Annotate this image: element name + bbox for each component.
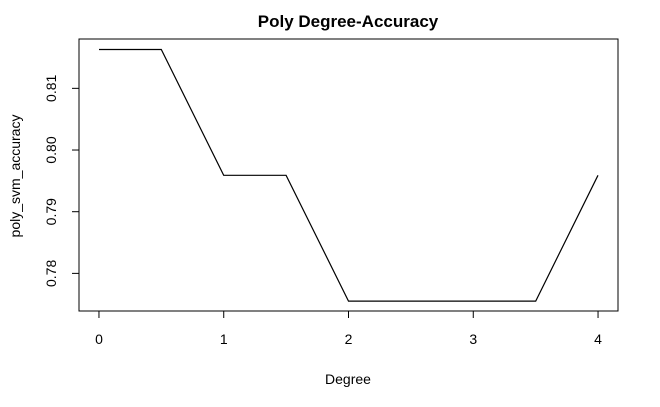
x-axis: 0 1 2 3 4 (95, 310, 602, 347)
x-tick-label: 1 (220, 331, 228, 347)
y-tick-label: 0.81 (43, 75, 59, 102)
series-line (99, 48, 599, 302)
chart-title: Poly Degree-Accuracy (258, 12, 439, 31)
y-tick-label: 0.78 (43, 260, 59, 287)
x-tick-label: 2 (345, 331, 353, 347)
x-tick-label: 4 (594, 331, 602, 347)
x-tick-label: 0 (95, 331, 103, 347)
y-tick-label: 0.80 (43, 136, 59, 163)
x-axis-label: Degree (325, 371, 371, 387)
y-tick-label: 0.79 (43, 198, 59, 225)
x-tick-label: 3 (469, 331, 477, 347)
y-axis: 0.78 0.79 0.80 0.81 (43, 75, 80, 287)
y-axis-label: poly_svm_accuracy (7, 115, 23, 238)
